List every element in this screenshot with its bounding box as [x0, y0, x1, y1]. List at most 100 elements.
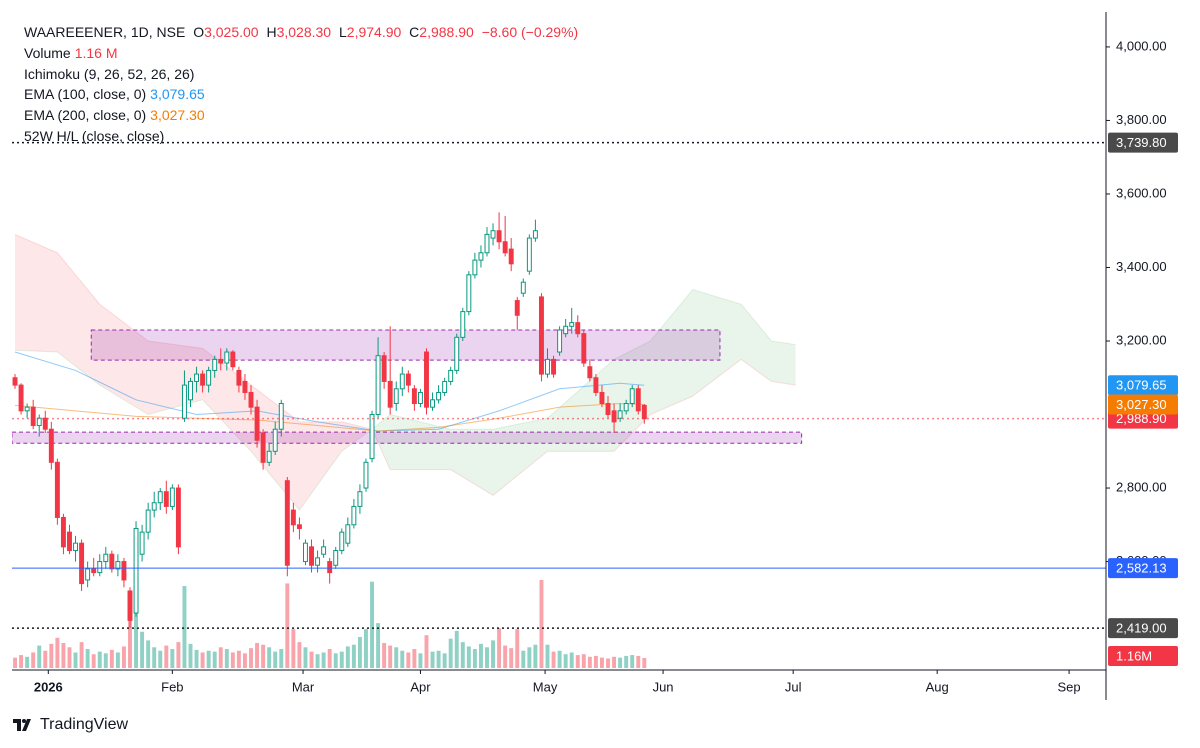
cloud-fill [99, 304, 149, 415]
candle-body [85, 568, 91, 581]
candle-body [611, 410, 617, 423]
volume-bar [478, 643, 483, 668]
ema-line [14, 351, 645, 432]
candle-body [248, 391, 254, 408]
y-tick-label: 3,600.00 [1116, 185, 1167, 200]
volume-bar [152, 647, 157, 668]
cloud-fill [741, 304, 772, 382]
candle-body [363, 461, 369, 489]
candle-body [538, 296, 544, 375]
candle-body [12, 377, 18, 386]
candle-body [454, 336, 460, 371]
candle-body [151, 502, 157, 511]
cloud-fill [692, 289, 742, 397]
candle-body [60, 516, 66, 548]
indicator: 52W H/L (close, close) [24, 126, 582, 147]
volume-bar [466, 646, 471, 668]
volume-bar [73, 652, 78, 668]
volume-bar [593, 655, 598, 668]
candle-body [188, 380, 193, 401]
zone [12, 431, 803, 444]
candle-body [200, 373, 206, 386]
candle-body [520, 281, 526, 294]
volume-bar [267, 647, 272, 668]
x-tick-label: Jun [653, 679, 674, 694]
volume-bar [388, 645, 393, 668]
candle-body [484, 233, 490, 254]
candle-body [194, 373, 200, 382]
brand[interactable]: TradingView [40, 716, 129, 733]
volume-bar [158, 650, 163, 668]
volume-bar [503, 645, 508, 668]
volume-bar [176, 642, 181, 668]
volume-bar [303, 647, 308, 668]
indicator: Ichimoku (9, 26, 52, 26, 26) [24, 64, 582, 85]
volume-bar [79, 642, 84, 668]
volume-bar [121, 646, 126, 668]
candle-body [54, 461, 60, 518]
volume-bar [618, 657, 623, 668]
x-tick-label: 2026 [34, 679, 63, 694]
volume-bar [394, 647, 399, 668]
volume-bar [188, 643, 193, 668]
candle-body [375, 355, 381, 416]
footer: TradingView [12, 716, 128, 734]
volume-bar [533, 644, 538, 668]
candle-body [303, 542, 308, 563]
candle-body [272, 428, 278, 452]
cloud-fill [650, 289, 693, 415]
volume-bar [194, 649, 199, 668]
logo [13, 719, 31, 731]
candle-body [97, 561, 103, 574]
y-tick-label: 3,200.00 [1116, 332, 1167, 347]
volume-bar [200, 652, 205, 668]
candle-body [587, 366, 593, 379]
plot [12, 141, 1106, 668]
candle-body [436, 391, 442, 401]
candle-body [381, 355, 387, 382]
candle-body [575, 322, 581, 335]
ohlc-value: 2,974.90 [346, 24, 402, 40]
volume-bar [442, 653, 447, 668]
volume-bar [339, 651, 344, 668]
volume-bar [103, 653, 108, 668]
indicator-list: Volume 1.16 M Ichimoku (9, 26, 52, 26, 26)… [24, 43, 582, 147]
volume-bar [364, 629, 368, 668]
volume-bar [370, 581, 374, 668]
volume-bar [581, 654, 586, 668]
x-tick-label: Jul [785, 679, 802, 694]
volume-bar [31, 652, 36, 668]
cloud-span [14, 233, 796, 497]
candle-body [557, 329, 563, 353]
candle-body [175, 487, 181, 548]
level-label: 2,582.13 [1116, 561, 1167, 576]
volume-label-box [1108, 646, 1178, 666]
indicator: EMA (100, close, 0) 3,079.65 [24, 84, 582, 105]
indicator-name: Ichimoku (9, 26, 52, 26, 26) [24, 65, 195, 82]
volume-bar [273, 651, 278, 668]
cloud-fill [493, 418, 548, 496]
candle-body [581, 333, 587, 364]
cloud-fill [372, 414, 391, 470]
candle-body [169, 487, 175, 507]
volume-bar [521, 650, 526, 668]
volume-bar [206, 650, 211, 668]
volume-bar [400, 650, 405, 668]
volume-bar [212, 651, 217, 668]
ohlc-key: H [266, 24, 277, 40]
candle-body [387, 380, 393, 408]
volume-bar [146, 640, 151, 668]
candle-body [563, 325, 569, 335]
candle-body [599, 391, 605, 404]
volume-bar [309, 651, 314, 668]
cloud-fill [57, 252, 100, 386]
candle-body [91, 568, 97, 574]
volume-bar [551, 651, 556, 668]
candle-body [593, 377, 599, 393]
candle-body [133, 527, 139, 614]
volume-bar [527, 647, 532, 668]
volume-bar [376, 623, 381, 668]
y-tick-label: 3,400.00 [1116, 259, 1167, 274]
candle-body [417, 391, 423, 404]
